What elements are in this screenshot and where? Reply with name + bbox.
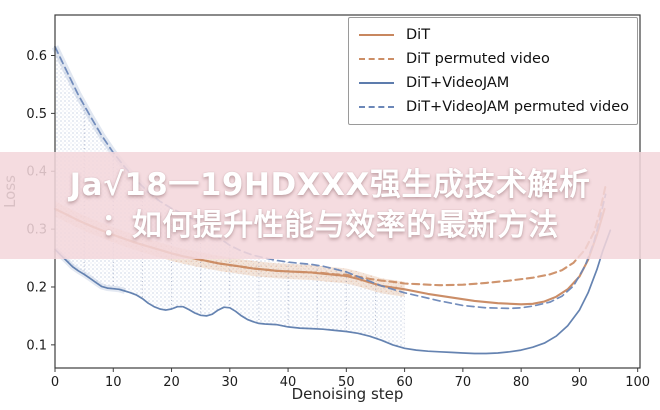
legend-item-videojam: DiT+VideoJAM <box>349 71 637 95</box>
svg-text:30: 30 <box>222 375 239 390</box>
svg-text:0.5: 0.5 <box>26 107 47 122</box>
svg-text:100: 100 <box>625 375 650 390</box>
banner-title-line1: Ja√18一19HDXXX强生成技术解析 <box>70 167 591 205</box>
svg-text:10: 10 <box>105 375 122 390</box>
page: 0102030405060708090100 0.10.20.30.40.50.… <box>0 0 660 410</box>
svg-text:90: 90 <box>571 375 588 390</box>
videojam-permuted-line-sample-icon <box>359 106 394 108</box>
legend-label: DiT+VideoJAM <box>406 75 509 91</box>
svg-text:0.6: 0.6 <box>26 49 47 64</box>
legend-label: DiT+VideoJAM permuted video <box>406 99 629 115</box>
dit-line-sample-icon <box>359 34 394 36</box>
svg-text:70: 70 <box>455 375 472 390</box>
x-axis-label: Denoising step <box>292 385 404 403</box>
svg-text:0.2: 0.2 <box>26 280 47 295</box>
legend-label: DiT <box>406 27 430 43</box>
legend-label: DiT permuted video <box>406 51 550 67</box>
legend-item-videojam-permuted: DiT+VideoJAM permuted video <box>349 95 637 119</box>
overlay-banner: Ja√18一19HDXXX强生成技术解析 ：如何提升性能与效率的最新方法 <box>0 152 660 259</box>
dit-permuted-line-sample-icon <box>359 58 394 60</box>
videojam-line-sample-icon <box>359 82 394 84</box>
legend-item-dit-permuted: DiT permuted video <box>349 47 637 71</box>
banner-title-line2: ：如何提升性能与效率的最新方法 <box>101 208 559 245</box>
svg-text:20: 20 <box>163 375 180 390</box>
svg-text:80: 80 <box>513 375 530 390</box>
chart-legend: DiT DiT permuted video DiT+VideoJAM DiT+… <box>348 17 638 125</box>
legend-item-dit: DiT <box>349 23 637 47</box>
svg-text:0.1: 0.1 <box>26 338 47 353</box>
svg-text:0: 0 <box>51 375 59 390</box>
